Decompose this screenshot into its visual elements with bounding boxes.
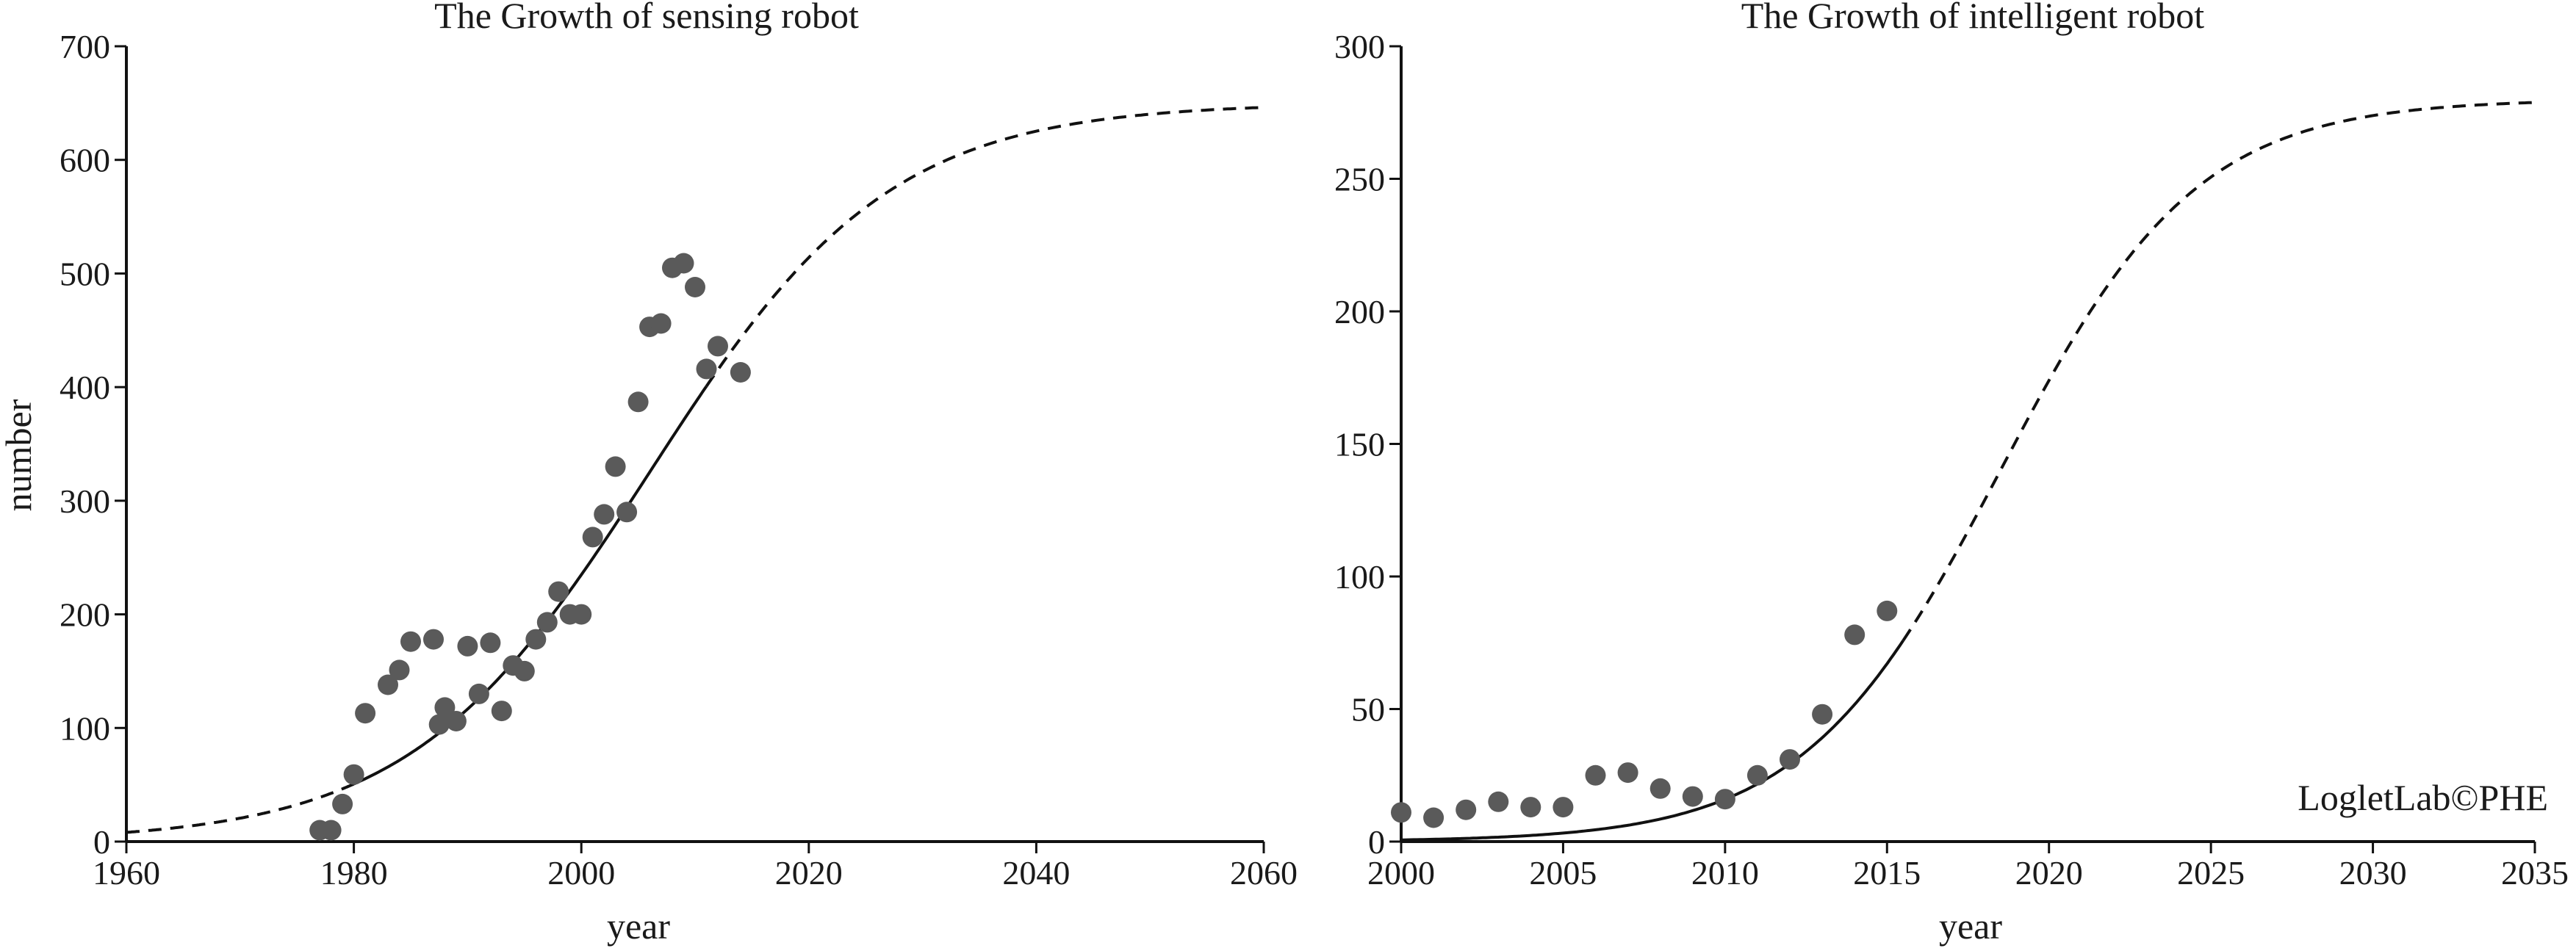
data-point [1649,778,1671,799]
data-point [594,504,615,525]
x-tick-label: 1980 [320,854,388,892]
data-point [434,697,456,718]
data-point [627,391,649,413]
y-tick-label: 700 [60,28,110,65]
x-tick-label: 2030 [2339,854,2407,892]
x-tick-label: 2000 [1367,854,1435,892]
fit-curve [353,385,708,786]
y-tick-label: 0 [1368,823,1385,861]
y-tick-label: 150 [1334,426,1385,463]
data-point [1553,797,1574,818]
data-point [355,703,376,724]
x-tick-label: 2020 [2015,854,2083,892]
x-tick-label: 2015 [1853,854,1921,892]
data-point [650,313,672,334]
data-point [1520,797,1541,818]
data-point [320,820,342,841]
data-point [457,635,478,657]
projection-curve [126,782,355,834]
data-point [378,674,398,695]
x-tick-label: 1960 [93,854,160,892]
x-tick-label: 2020 [775,854,843,892]
data-point [1844,624,1866,646]
data-point [605,456,626,477]
data-point [1585,764,1606,786]
data-point [480,632,501,654]
data-point [548,581,569,602]
fit-curve [1401,640,1904,842]
chart-title: The Growth of sensing robot [434,0,859,36]
watermark-text: LogletLab©PHE [2298,777,2548,818]
data-point [730,362,751,383]
data-point [400,631,421,652]
y-tick-label: 600 [60,142,110,179]
y-tick-label: 400 [60,369,110,406]
data-point [616,502,638,523]
y-tick-label: 50 [1351,691,1385,728]
y-axis-label: number [0,399,39,511]
x-tick-label: 2010 [1691,854,1759,892]
x-axis-label: year [1939,905,2002,947]
data-point [708,336,728,357]
data-point [343,764,364,785]
data-point [525,629,547,650]
y-tick-label: 100 [60,709,110,747]
data-point [1456,799,1477,820]
y-tick-label: 200 [60,596,110,634]
data-point [428,714,450,735]
data-point [1423,807,1444,828]
data-point [1488,791,1509,812]
y-tick-label: 300 [60,482,110,520]
data-point [685,277,705,297]
data-point [468,683,489,704]
y-tick-label: 500 [60,255,110,292]
data-point [445,711,467,731]
data-point [1617,762,1638,784]
projection-curve [1902,101,2536,642]
projection-curve [705,106,1264,388]
data-point [1682,786,1703,807]
data-point [571,604,592,625]
data-point [1877,600,1898,621]
y-tick-label: 200 [1334,293,1385,330]
data-point [536,612,558,633]
x-tick-label: 2005 [1529,854,1597,892]
x-tick-label: 2035 [2501,854,2569,892]
data-point [491,701,512,722]
data-point [423,629,444,650]
data-point [696,358,717,380]
data-point [332,793,353,814]
x-tick-label: 2060 [1230,854,1298,892]
intelligent-robot-chart: The Growth of intelligent robot year Log… [1334,0,2569,947]
data-point [673,253,694,274]
data-point [1714,789,1735,810]
x-tick-label: 2040 [1002,854,1070,892]
data-point [1391,802,1411,823]
x-tick-label: 2025 [2177,854,2245,892]
data-point [389,659,410,681]
chart-title: The Growth of intelligent robot [1741,0,2205,36]
y-tick-label: 250 [1334,161,1385,198]
y-tick-label: 100 [1334,558,1385,596]
y-tick-label: 300 [1334,28,1385,65]
data-point [1746,764,1768,786]
x-tick-label: 2000 [547,854,615,892]
sensing-robot-chart: The Growth of sensing robot year number … [0,0,1298,947]
data-point [582,527,603,548]
x-axis-label: year [607,905,670,947]
data-point [1812,704,1833,725]
data-point [1780,749,1800,770]
y-tick-label: 0 [93,823,110,861]
data-point [514,660,535,681]
